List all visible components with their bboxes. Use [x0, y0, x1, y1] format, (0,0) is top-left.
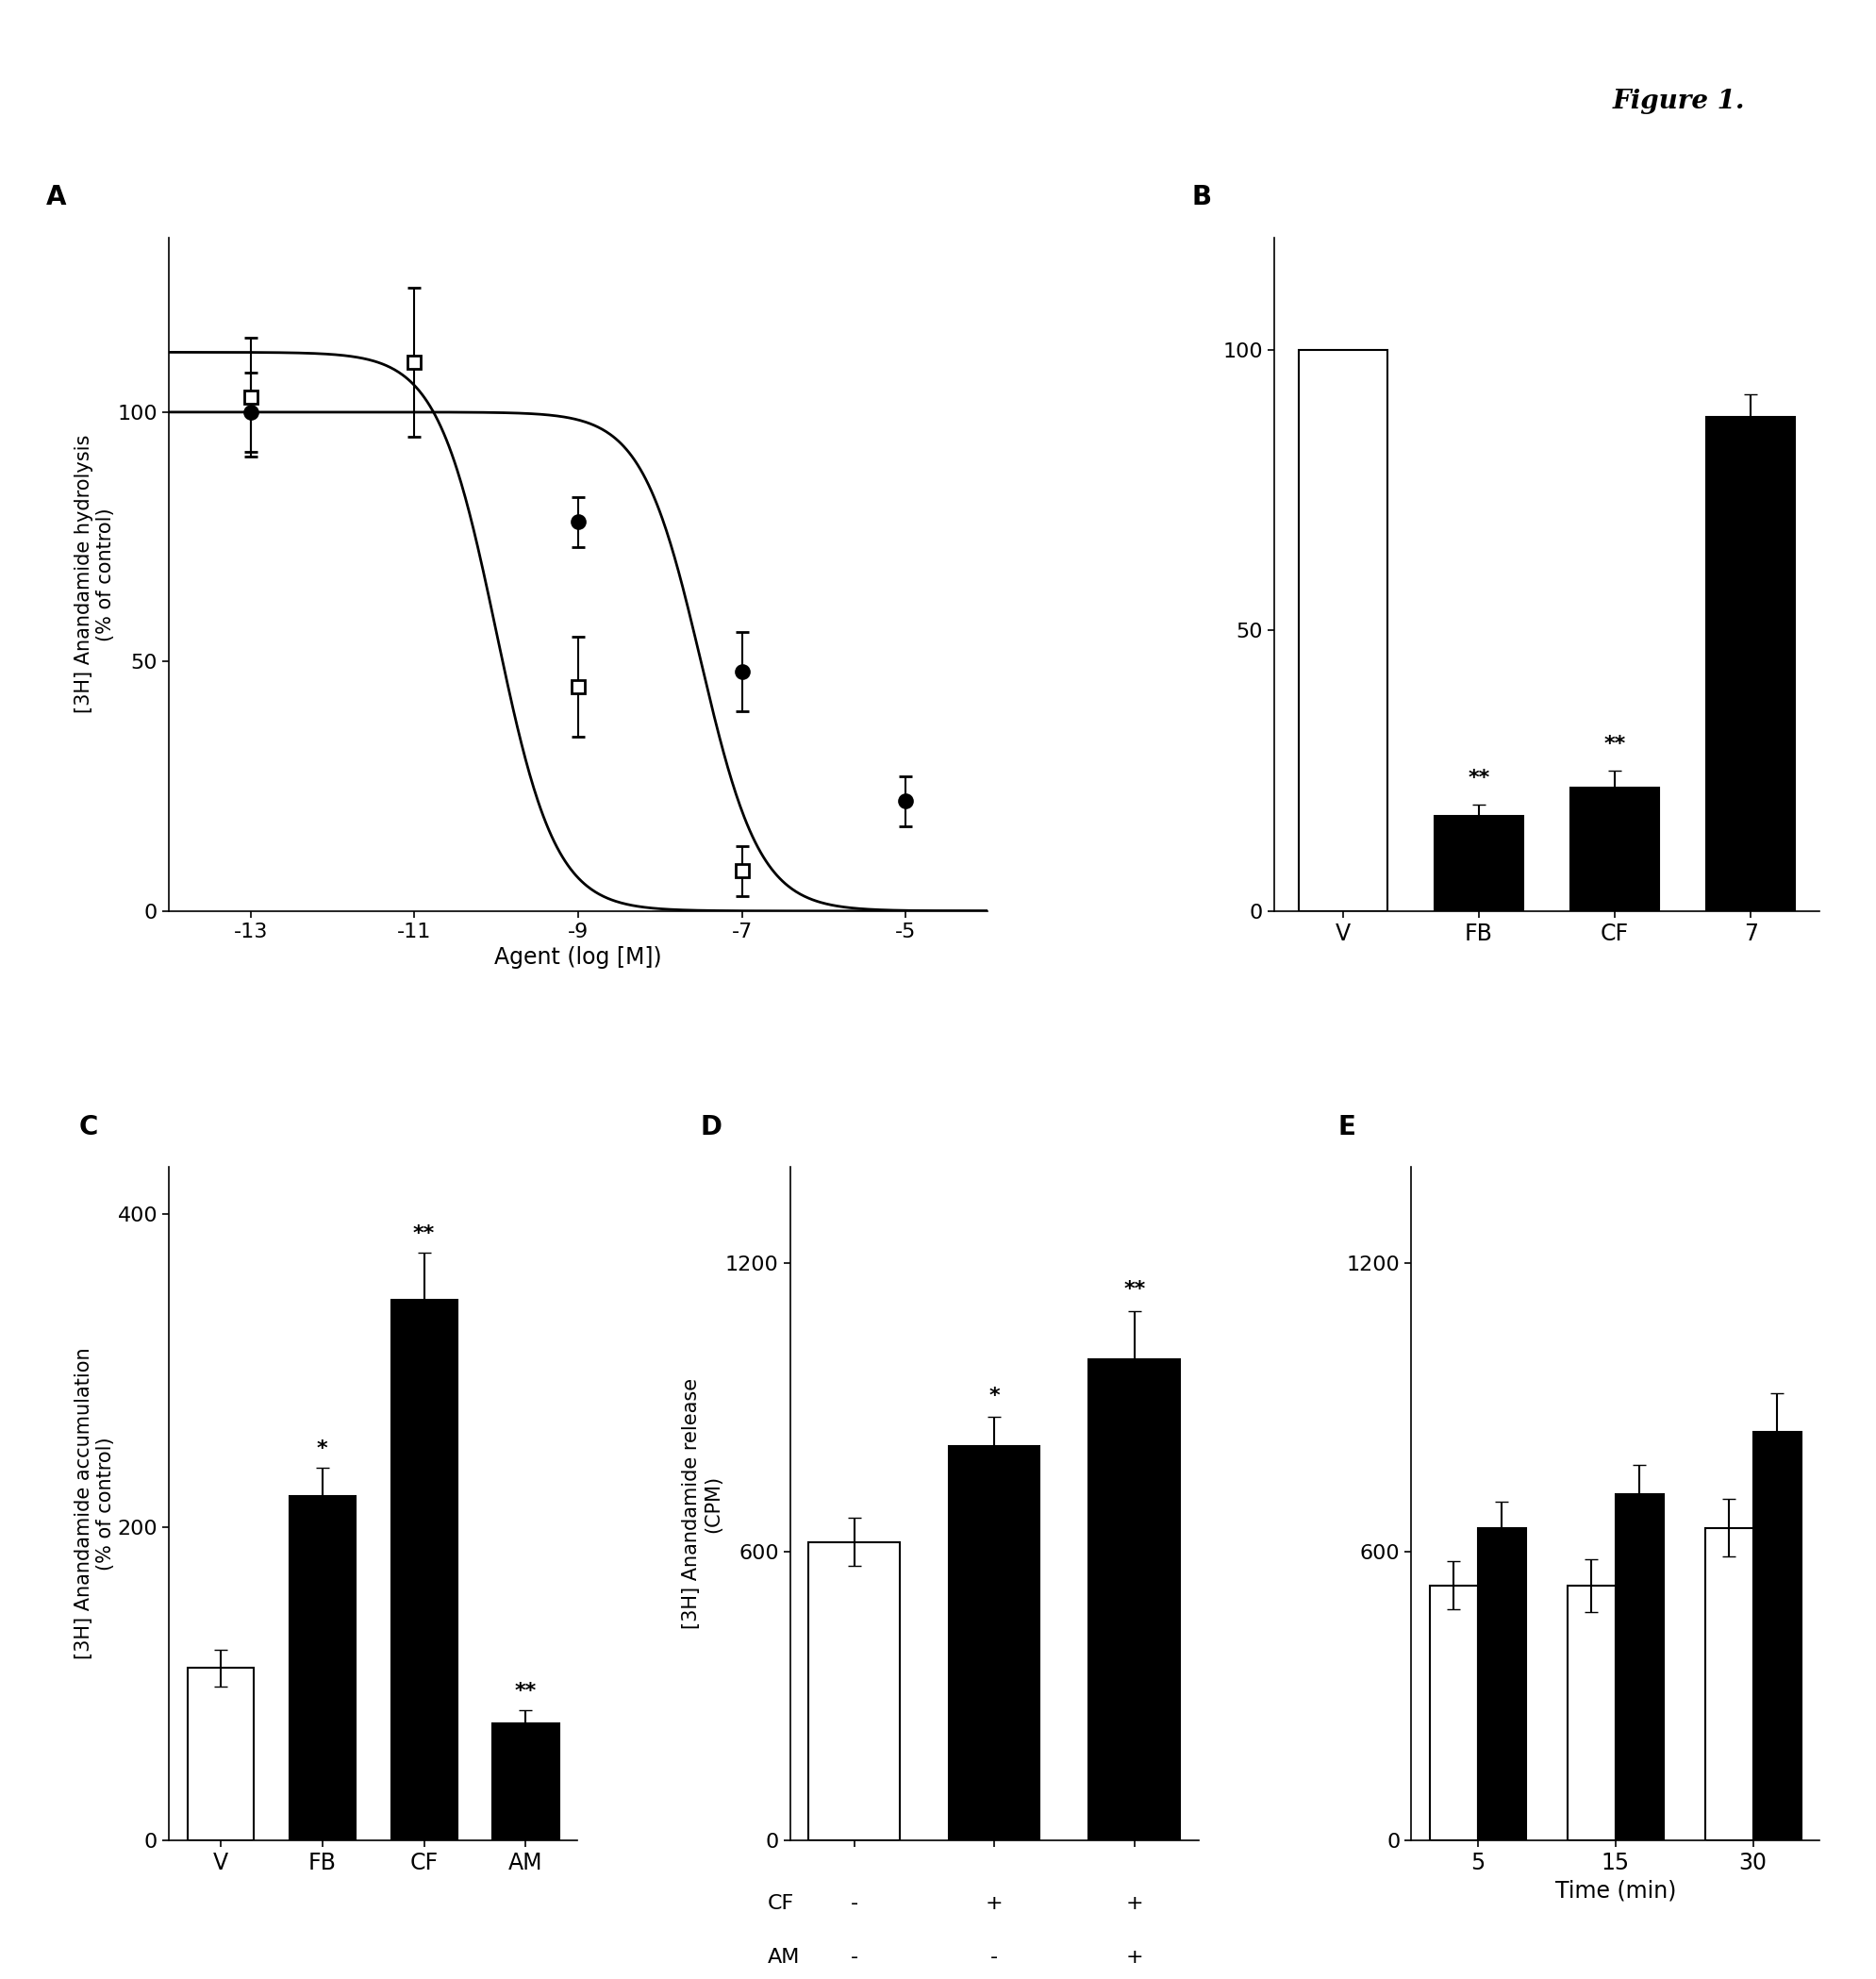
X-axis label: Time (min): Time (min): [1555, 1880, 1675, 1902]
Text: **: **: [514, 1682, 537, 1702]
Text: D: D: [700, 1114, 722, 1140]
Text: +: +: [1126, 1947, 1142, 1967]
Bar: [289, 1496, 355, 1840]
Bar: [1752, 1431, 1801, 1840]
Bar: [1088, 1360, 1180, 1840]
Text: **: **: [1124, 1280, 1146, 1300]
Text: -: -: [991, 1947, 998, 1967]
Bar: [1615, 1494, 1664, 1840]
Text: B: B: [1191, 184, 1212, 210]
Text: E: E: [1338, 1114, 1354, 1140]
Y-axis label: [3H] Anandamide accumulation
(% of control): [3H] Anandamide accumulation (% of contr…: [75, 1348, 114, 1660]
Y-axis label: [3H] Anandamide hydrolysis
(% of control): [3H] Anandamide hydrolysis (% of control…: [75, 435, 114, 714]
Text: **: **: [413, 1225, 435, 1243]
Text: A: A: [47, 184, 66, 210]
Bar: [1570, 788, 1658, 910]
Text: **: **: [1467, 768, 1490, 788]
Text: +: +: [985, 1894, 1004, 1914]
Bar: [1705, 1528, 1752, 1840]
Y-axis label: [3H] Anandamide release
(CPM): [3H] Anandamide release (CPM): [683, 1377, 722, 1629]
Bar: [188, 1668, 253, 1840]
Text: AM: AM: [767, 1947, 799, 1967]
Bar: [493, 1724, 559, 1840]
Bar: [1566, 1585, 1615, 1840]
Text: CF: CF: [767, 1894, 794, 1914]
Bar: [1298, 350, 1386, 910]
Text: **: **: [1604, 734, 1626, 754]
Text: C: C: [79, 1114, 98, 1140]
Bar: [390, 1300, 458, 1840]
Text: +: +: [1126, 1894, 1142, 1914]
Text: -: -: [850, 1947, 857, 1967]
Bar: [1435, 815, 1523, 910]
X-axis label: Agent (log [M]): Agent (log [M]): [495, 946, 662, 970]
Bar: [1430, 1585, 1478, 1840]
Text: *: *: [317, 1439, 328, 1459]
Bar: [1707, 418, 1795, 910]
Text: Figure 1.: Figure 1.: [1611, 89, 1745, 115]
Bar: [809, 1542, 900, 1840]
Text: -: -: [850, 1894, 857, 1914]
Text: *: *: [989, 1385, 1000, 1405]
Bar: [949, 1447, 1039, 1840]
Bar: [1478, 1528, 1525, 1840]
